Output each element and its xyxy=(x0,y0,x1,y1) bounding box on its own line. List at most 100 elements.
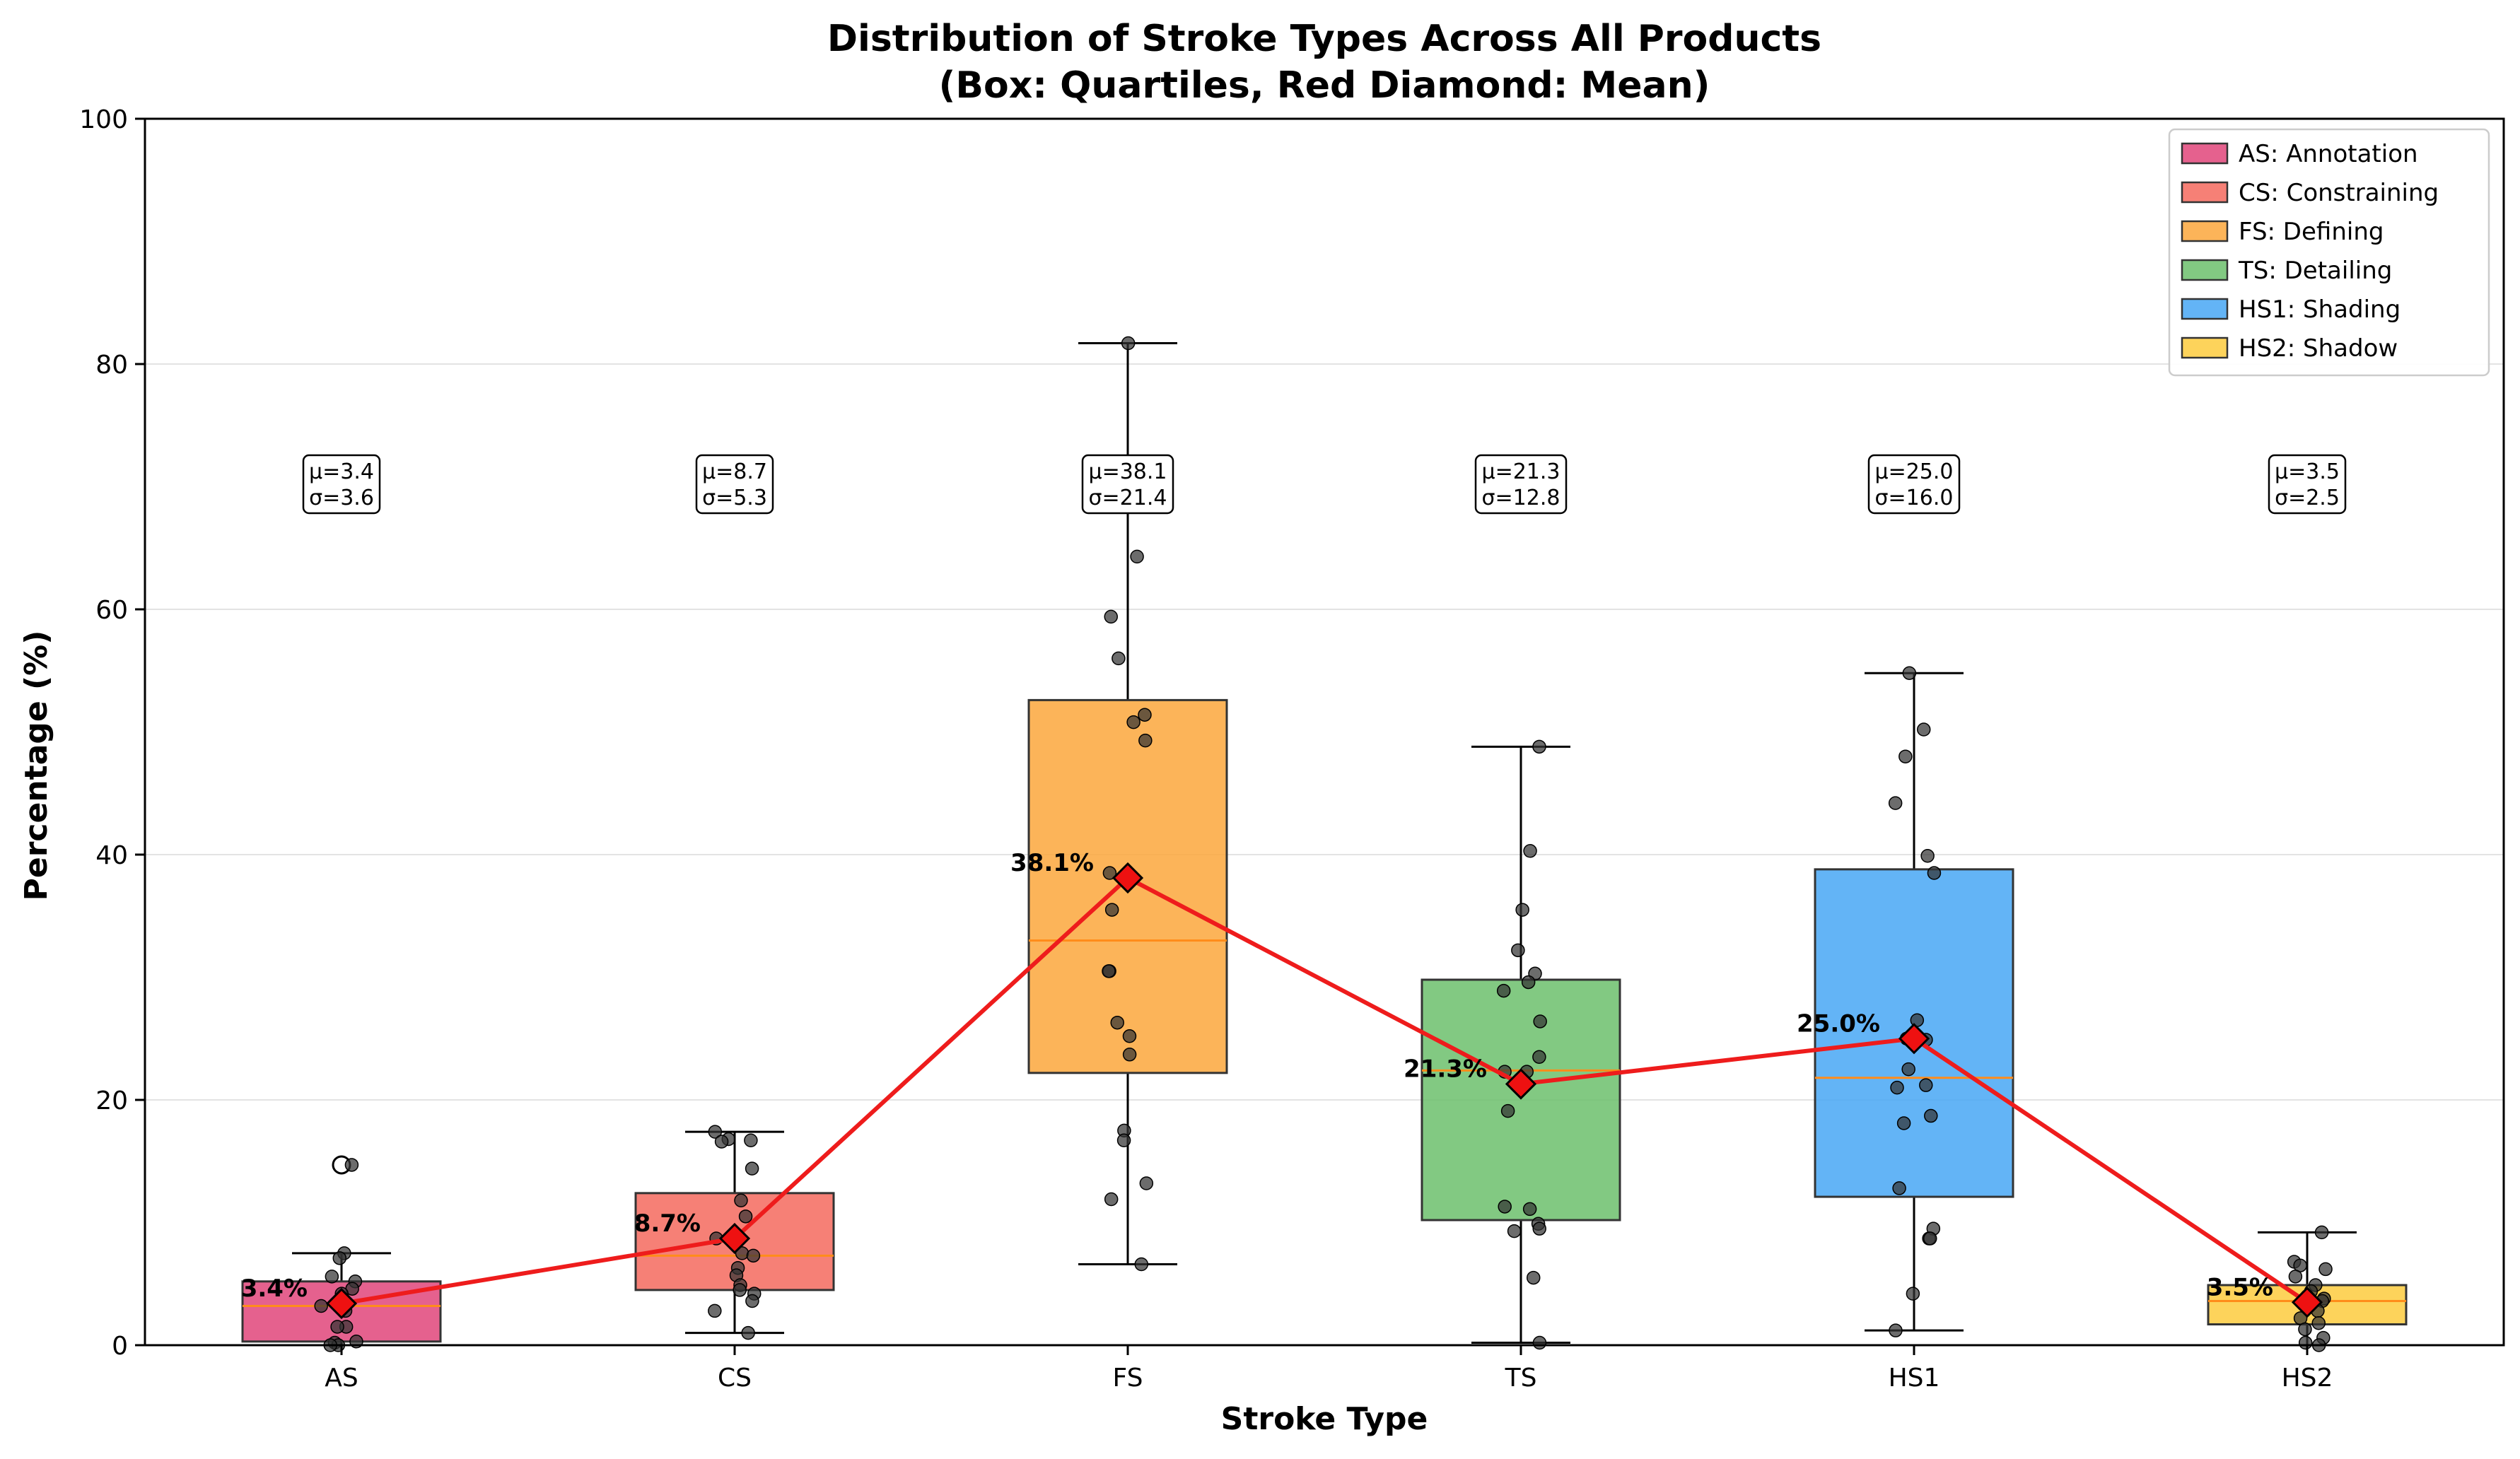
point-cs-9 xyxy=(746,1248,761,1263)
point-hs2-14 xyxy=(2298,1322,2312,1337)
point-hs1-5 xyxy=(1927,866,1942,880)
stat-mean-hs1: μ=25.0 xyxy=(1874,459,1953,484)
y-tick-label-20: 20 xyxy=(95,1086,128,1115)
legend-swatch-fs xyxy=(2181,220,2229,242)
point-ts-3 xyxy=(1511,943,1525,958)
point-hs1-13 xyxy=(1896,1116,1911,1130)
point-as-9 xyxy=(314,1299,328,1313)
legend: AS: Annotation CS: Constraining FS: Defini… xyxy=(2168,128,2490,377)
point-ts-17 xyxy=(1526,1270,1541,1285)
stat-mean-ts: μ=21.3 xyxy=(1481,459,1560,484)
point-ts-2 xyxy=(1515,903,1529,917)
point-ts-16 xyxy=(1507,1224,1522,1238)
mean-marker-as xyxy=(325,1287,358,1320)
legend-swatch-hs2 xyxy=(2181,336,2229,359)
y-tick-label-40: 40 xyxy=(95,841,128,870)
mean-trend: 3.4% 8.7% 38.1% 21.3% 25.0% 3.5% xyxy=(241,849,2323,1320)
point-hs1-11 xyxy=(1890,1080,1904,1095)
point-hs1-12 xyxy=(1924,1108,1938,1123)
point-fs-14 xyxy=(1122,1048,1137,1062)
point-ts-11 xyxy=(1500,1103,1515,1118)
point-cs-5 xyxy=(734,1193,748,1208)
stat-box-hs2: μ=3.5σ=2.5 xyxy=(2268,454,2347,515)
legend-frame xyxy=(2168,128,2490,377)
legend-swatch-ts xyxy=(2181,259,2229,281)
mean-label-cs: 8.7% xyxy=(634,1209,701,1238)
legend-label-hs2: HS2: Shadow xyxy=(2239,334,2398,363)
scatter-points xyxy=(314,336,2333,1352)
stat-box-frame-ts xyxy=(1474,454,1568,515)
box-ts xyxy=(1421,978,1621,1221)
point-as-2 xyxy=(332,1251,347,1265)
x-tick-label-ts: TS xyxy=(1505,1364,1537,1393)
legend-swatch-hs1 xyxy=(2181,298,2229,320)
point-fs-5 xyxy=(1138,708,1152,722)
y-tick-label-80: 80 xyxy=(95,351,128,380)
stat-mean-fs: μ=38.1 xyxy=(1088,459,1167,484)
point-cs-17 xyxy=(741,1325,755,1340)
point-fs-16 xyxy=(1116,1133,1131,1148)
stat-std-as: σ=3.6 xyxy=(309,486,374,510)
point-ts-8 xyxy=(1532,1050,1546,1065)
point-hs1-1 xyxy=(1917,722,1931,737)
mean-marker-hs1 xyxy=(1898,1023,1930,1055)
point-fs-12 xyxy=(1110,1015,1124,1030)
point-hs1-18 xyxy=(1906,1287,1920,1301)
point-fs-19 xyxy=(1134,1257,1149,1272)
point-hs1-17 xyxy=(1923,1231,1937,1246)
stat-mean-as: μ=3.4 xyxy=(309,459,374,484)
point-cs-3 xyxy=(714,1135,729,1149)
point-ts-5 xyxy=(1521,975,1536,990)
stat-box-hs1: μ=25.0σ=16.0 xyxy=(1867,454,1961,515)
point-ts-13 xyxy=(1522,1202,1537,1217)
point-fs-2 xyxy=(1130,549,1144,564)
point-ts-1 xyxy=(1523,844,1537,858)
stat-std-hs1: σ=16.0 xyxy=(1875,486,1954,510)
stat-box-frame-cs xyxy=(695,454,774,515)
x-tick-label-fs: FS xyxy=(1113,1364,1143,1393)
y-tick-label-100: 100 xyxy=(79,105,128,134)
point-fs-13 xyxy=(1122,1029,1137,1043)
stat-mean-hs2: μ=3.5 xyxy=(2275,459,2340,484)
point-fs-0 xyxy=(1121,336,1136,351)
stat-std-fs: σ=21.4 xyxy=(1089,486,1167,510)
point-hs2-0 xyxy=(2314,1225,2329,1240)
stat-std-hs2: σ=2.5 xyxy=(2275,486,2340,510)
legend-swatch-cs xyxy=(2181,181,2229,204)
point-cs-2 xyxy=(744,1133,758,1148)
point-hs1-0 xyxy=(1902,666,1917,680)
point-hs1-14 xyxy=(1892,1181,1906,1195)
point-hs2-13 xyxy=(2311,1316,2326,1330)
point-cs-0 xyxy=(708,1125,723,1139)
point-ts-15 xyxy=(1532,1221,1546,1236)
point-hs1-19 xyxy=(1889,1323,1903,1337)
point-as-3 xyxy=(325,1270,339,1284)
plot-frame xyxy=(144,117,2505,1347)
mean-line xyxy=(341,875,2309,1306)
chart-title-line1: Distribution of Stroke Types Across All … xyxy=(827,18,1821,60)
point-cs-16 xyxy=(708,1303,722,1318)
x-tick-label-as: AS xyxy=(325,1364,358,1393)
x-tick-label-cs: CS xyxy=(718,1364,752,1393)
stat-box-fs: μ=38.1σ=21.4 xyxy=(1081,454,1174,515)
point-hs1-2 xyxy=(1898,749,1913,763)
legend-label-as: AS: Annotation xyxy=(2239,140,2418,168)
point-ts-18 xyxy=(1532,1335,1547,1350)
mean-label-as: 3.4% xyxy=(241,1275,308,1303)
stat-mean-cs: μ=8.7 xyxy=(702,459,767,484)
point-hs1-4 xyxy=(1920,848,1935,863)
mean-marker-cs xyxy=(718,1222,751,1255)
point-fs-6 xyxy=(1126,715,1141,730)
mean-label-hs1: 25.0% xyxy=(1797,1009,1880,1038)
stat-std-cs: σ=5.3 xyxy=(702,486,767,510)
mean-label-fs: 38.1% xyxy=(1010,849,1094,877)
point-ts-12 xyxy=(1498,1200,1512,1214)
stat-std-ts: σ=12.8 xyxy=(1482,486,1561,510)
point-fs-4 xyxy=(1112,651,1126,666)
point-fs-7 xyxy=(1138,733,1153,748)
chart-title-line2: (Box: Quartiles, Red Diamond: Mean) xyxy=(939,64,1710,107)
stat-box-cs: μ=8.7σ=5.3 xyxy=(695,454,774,515)
y-tick-label-60: 60 xyxy=(95,596,128,625)
stat-box-ts: μ=21.3σ=12.8 xyxy=(1474,454,1568,515)
